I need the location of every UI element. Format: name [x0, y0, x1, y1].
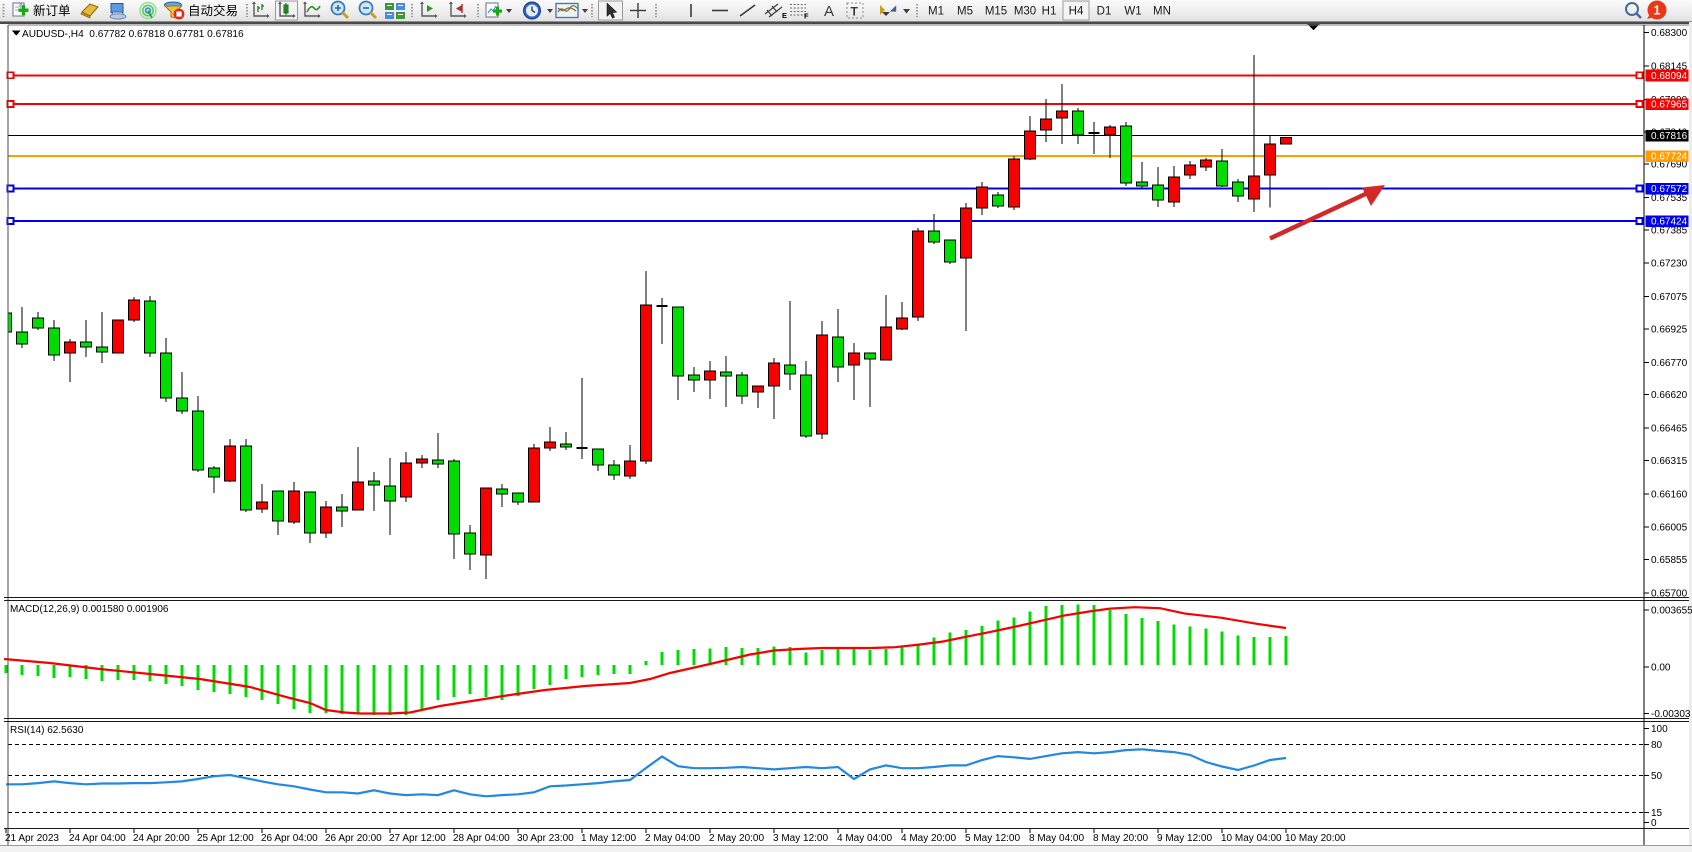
svg-text:50: 50	[1651, 771, 1663, 782]
svg-text:0.67965: 0.67965	[1651, 100, 1688, 111]
svg-text:30 Apr 23:00: 30 Apr 23:00	[517, 833, 574, 844]
svg-text:10 May 04:00: 10 May 04:00	[1221, 833, 1282, 844]
svg-text:100: 100	[1651, 724, 1668, 735]
svg-text:M30: M30	[1014, 6, 1036, 18]
svg-text:0.67385: 0.67385	[1651, 225, 1688, 236]
svg-text:5 May 12:00: 5 May 12:00	[965, 833, 1020, 844]
svg-text:3 May 12:00: 3 May 12:00	[773, 833, 828, 844]
svg-text:0.67572: 0.67572	[1651, 184, 1688, 195]
svg-text:8 May 04:00: 8 May 04:00	[1029, 833, 1084, 844]
svg-text:H4: H4	[1069, 6, 1084, 18]
svg-text:21 Apr 2023: 21 Apr 2023	[5, 833, 59, 844]
svg-text:1: 1	[1654, 4, 1661, 18]
svg-text:8 May 20:00: 8 May 20:00	[1093, 833, 1148, 844]
svg-text:1 May 12:00: 1 May 12:00	[581, 833, 636, 844]
svg-text:0: 0	[1651, 818, 1657, 829]
svg-text:26 Apr 20:00: 26 Apr 20:00	[325, 833, 382, 844]
svg-text:0.66925: 0.66925	[1651, 325, 1688, 336]
svg-text:4 May 20:00: 4 May 20:00	[901, 833, 956, 844]
svg-text:0.66465: 0.66465	[1651, 424, 1688, 435]
svg-text:A: A	[824, 3, 834, 20]
svg-text:M5: M5	[957, 6, 973, 18]
svg-text:0.00: 0.00	[1651, 663, 1671, 674]
svg-text:M15: M15	[985, 6, 1007, 18]
svg-text:0.66620: 0.66620	[1651, 390, 1688, 401]
svg-text:10 May 20:00: 10 May 20:00	[1285, 833, 1346, 844]
svg-text:2 May 20:00: 2 May 20:00	[709, 833, 764, 844]
svg-text:24 Apr 04:00: 24 Apr 04:00	[69, 833, 126, 844]
svg-text:27 Apr 12:00: 27 Apr 12:00	[389, 833, 446, 844]
svg-text:T: T	[851, 5, 859, 19]
svg-text:AUDUSD-,H4 0.67782 0.67818 0.: AUDUSD-,H4 0.67782 0.67818 0.67781 0.678…	[22, 29, 244, 40]
svg-text:0.003655: 0.003655	[1651, 606, 1692, 617]
svg-text:0.66770: 0.66770	[1651, 358, 1688, 369]
svg-text:0.67230: 0.67230	[1651, 259, 1688, 270]
svg-text:0.67690: 0.67690	[1651, 160, 1688, 171]
svg-text:0.67816: 0.67816	[1651, 131, 1688, 142]
svg-text:0.67535: 0.67535	[1651, 193, 1688, 204]
svg-text:0.66160: 0.66160	[1651, 489, 1688, 500]
svg-text:D1: D1	[1097, 6, 1112, 18]
svg-text:0.68300: 0.68300	[1651, 28, 1688, 39]
svg-text:9 May 12:00: 9 May 12:00	[1157, 833, 1212, 844]
svg-text:MN: MN	[1153, 6, 1171, 18]
svg-text:自动交易: 自动交易	[188, 3, 238, 18]
svg-text:0.65855: 0.65855	[1651, 555, 1688, 566]
svg-text:-0.00303: -0.00303	[1651, 709, 1691, 720]
svg-text:28 Apr 04:00: 28 Apr 04:00	[453, 833, 510, 844]
svg-text:0.68145: 0.68145	[1651, 62, 1688, 73]
svg-text:M1: M1	[928, 6, 944, 18]
svg-text:0.68094: 0.68094	[1651, 71, 1688, 82]
svg-text:26 Apr 04:00: 26 Apr 04:00	[261, 833, 318, 844]
svg-text:F: F	[804, 12, 809, 21]
svg-text:E: E	[782, 11, 787, 20]
svg-text:24 Apr 20:00: 24 Apr 20:00	[133, 833, 190, 844]
svg-text:0.66005: 0.66005	[1651, 523, 1688, 534]
svg-text:0.65700: 0.65700	[1651, 588, 1688, 599]
svg-text:0.67724: 0.67724	[1651, 152, 1688, 163]
svg-text:4 May 04:00: 4 May 04:00	[837, 833, 892, 844]
svg-text:W1: W1	[1124, 6, 1141, 18]
svg-text:H1: H1	[1042, 6, 1057, 18]
svg-text:MACD(12,26,9) 0.001580 0.00190: MACD(12,26,9) 0.001580 0.001906	[10, 604, 169, 615]
svg-text:0.66315: 0.66315	[1651, 456, 1688, 467]
svg-text:0.67075: 0.67075	[1651, 292, 1688, 303]
svg-text:15: 15	[1651, 808, 1663, 819]
svg-text:2 May 04:00: 2 May 04:00	[645, 833, 700, 844]
svg-text:新订单: 新订单	[33, 3, 71, 18]
svg-text:0.67424: 0.67424	[1651, 217, 1688, 228]
svg-text:25 Apr 12:00: 25 Apr 12:00	[197, 833, 254, 844]
svg-text:RSI(14) 62.5630: RSI(14) 62.5630	[10, 725, 84, 736]
svg-text:80: 80	[1651, 740, 1663, 751]
